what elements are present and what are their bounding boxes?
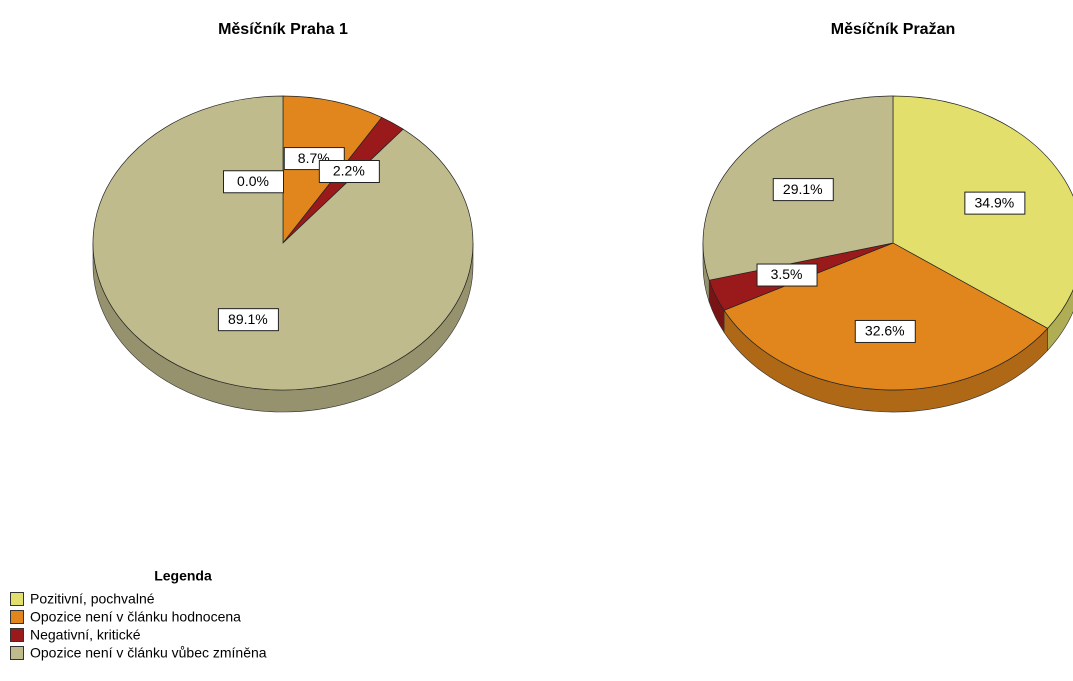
value-label: 3.5%	[771, 266, 803, 282]
legend-swatch	[10, 646, 24, 660]
value-label: 89.1%	[228, 311, 268, 327]
value-label-box	[772, 178, 834, 202]
chart-title: Měsíčník Pražan	[831, 21, 956, 38]
value-label: 2.2%	[333, 163, 365, 179]
chart-title: Měsíčník Praha 1	[218, 21, 348, 38]
pie-slice	[92, 95, 474, 391]
value-label: 32.6%	[865, 323, 905, 339]
value-label: 0.0%	[237, 173, 269, 189]
legend-swatch	[10, 628, 24, 642]
value-label-box	[756, 263, 818, 287]
legend-label: Opozice není v článku hodnocena	[30, 609, 241, 625]
value-label-box	[854, 319, 916, 343]
legend-label: Pozitivní, pochvalné	[30, 591, 155, 607]
legend-label: Opozice není v článku vůbec zmíněna	[30, 645, 267, 661]
legend-label: Negativní, kritické	[30, 627, 141, 643]
value-label-box	[217, 308, 279, 332]
legend-title: Legenda	[154, 568, 212, 584]
value-label-box	[223, 170, 284, 194]
legend-swatch	[10, 592, 24, 606]
value-label: 29.1%	[783, 181, 823, 197]
legend-swatch	[10, 610, 24, 624]
value-label: 34.9%	[975, 194, 1015, 210]
value-label-box	[318, 159, 380, 183]
value-label-box	[964, 191, 1026, 215]
